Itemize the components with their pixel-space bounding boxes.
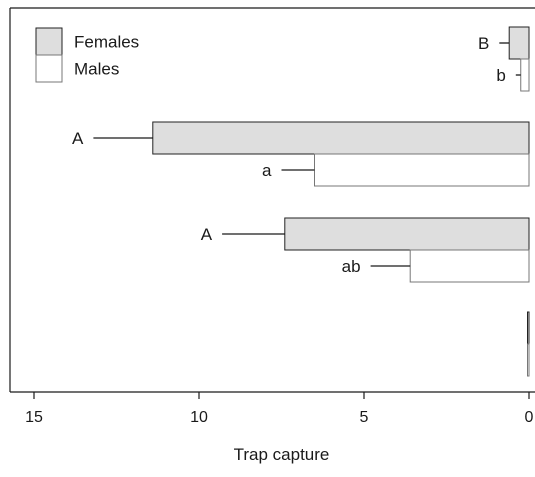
bar <box>508 26 530 60</box>
x-tick-label: 5 <box>360 409 369 426</box>
bar <box>527 343 530 377</box>
bar <box>284 217 530 251</box>
x-tick-label: 10 <box>190 409 208 426</box>
significance-label: A <box>72 129 84 148</box>
significance-label: b <box>496 66 505 85</box>
legend-swatch <box>35 27 63 56</box>
significance-label: ab <box>342 257 361 276</box>
significance-label: A <box>201 225 213 244</box>
bar <box>520 58 530 92</box>
legend: Females Males <box>35 27 139 83</box>
x-axis-title: Trap capture <box>234 445 330 464</box>
x-axis-ticks: 15 10 5 0 <box>25 392 534 426</box>
significance-label: a <box>262 161 272 180</box>
bar <box>409 249 530 283</box>
bar <box>152 121 530 155</box>
bar <box>314 153 530 187</box>
x-tick-label: 15 <box>25 409 43 426</box>
plot-area: Bb Aa Aab <box>72 26 530 377</box>
bar <box>527 311 530 345</box>
x-tick-label: 0 <box>525 409 534 426</box>
legend-label: Females <box>74 33 139 52</box>
legend-swatch <box>35 54 63 83</box>
significance-label: B <box>478 34 489 53</box>
legend-label: Males <box>74 60 119 79</box>
